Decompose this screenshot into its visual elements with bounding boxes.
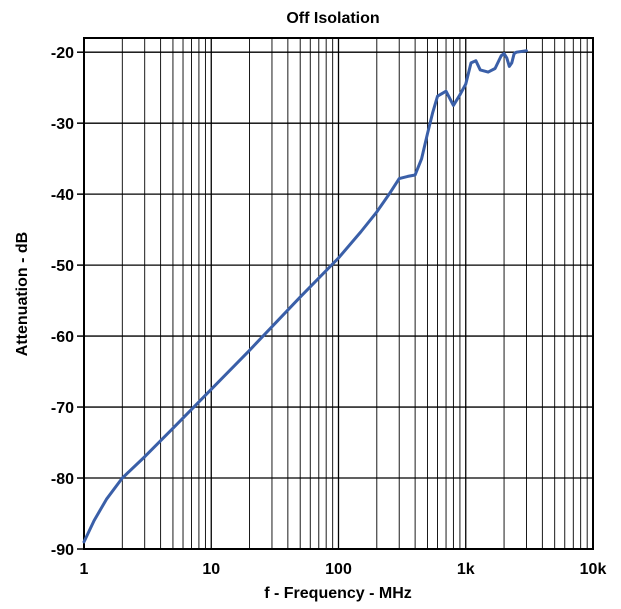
x-tick-label: 10k: [580, 561, 607, 578]
x-tick-label: 1: [80, 561, 89, 578]
y-tick-label: -80: [51, 471, 74, 488]
y-tick-label: -90: [51, 542, 74, 559]
y-tick-label: -50: [51, 258, 74, 275]
x-tick-label: 10: [202, 561, 220, 578]
plot-frame: [83, 37, 594, 550]
y-tick-label: -40: [51, 187, 74, 204]
attenuation-line: [82, 49, 528, 544]
series-layer: [82, 49, 528, 544]
x-tick-label: 100: [325, 561, 352, 578]
y-tick-label: -20: [51, 45, 74, 62]
y-tick-label: -30: [51, 116, 74, 133]
y-tick-label: -70: [51, 400, 74, 417]
x-axis-label: f - Frequency - MHz: [264, 585, 412, 602]
x-tick-label: 1k: [457, 561, 475, 578]
grid: [83, 38, 593, 550]
chart-title: Off Isolation: [286, 10, 379, 27]
y-tick-label: -60: [51, 329, 74, 346]
tick-labels: -20 -30 -40 -50 -60 -70 -80 -90 1 10 100 1k 10k: [51, 45, 607, 578]
y-axis-label: Attenuation - dB: [14, 232, 31, 356]
